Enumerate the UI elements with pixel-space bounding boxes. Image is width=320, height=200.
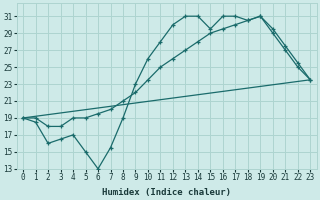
X-axis label: Humidex (Indice chaleur): Humidex (Indice chaleur)	[102, 188, 231, 197]
